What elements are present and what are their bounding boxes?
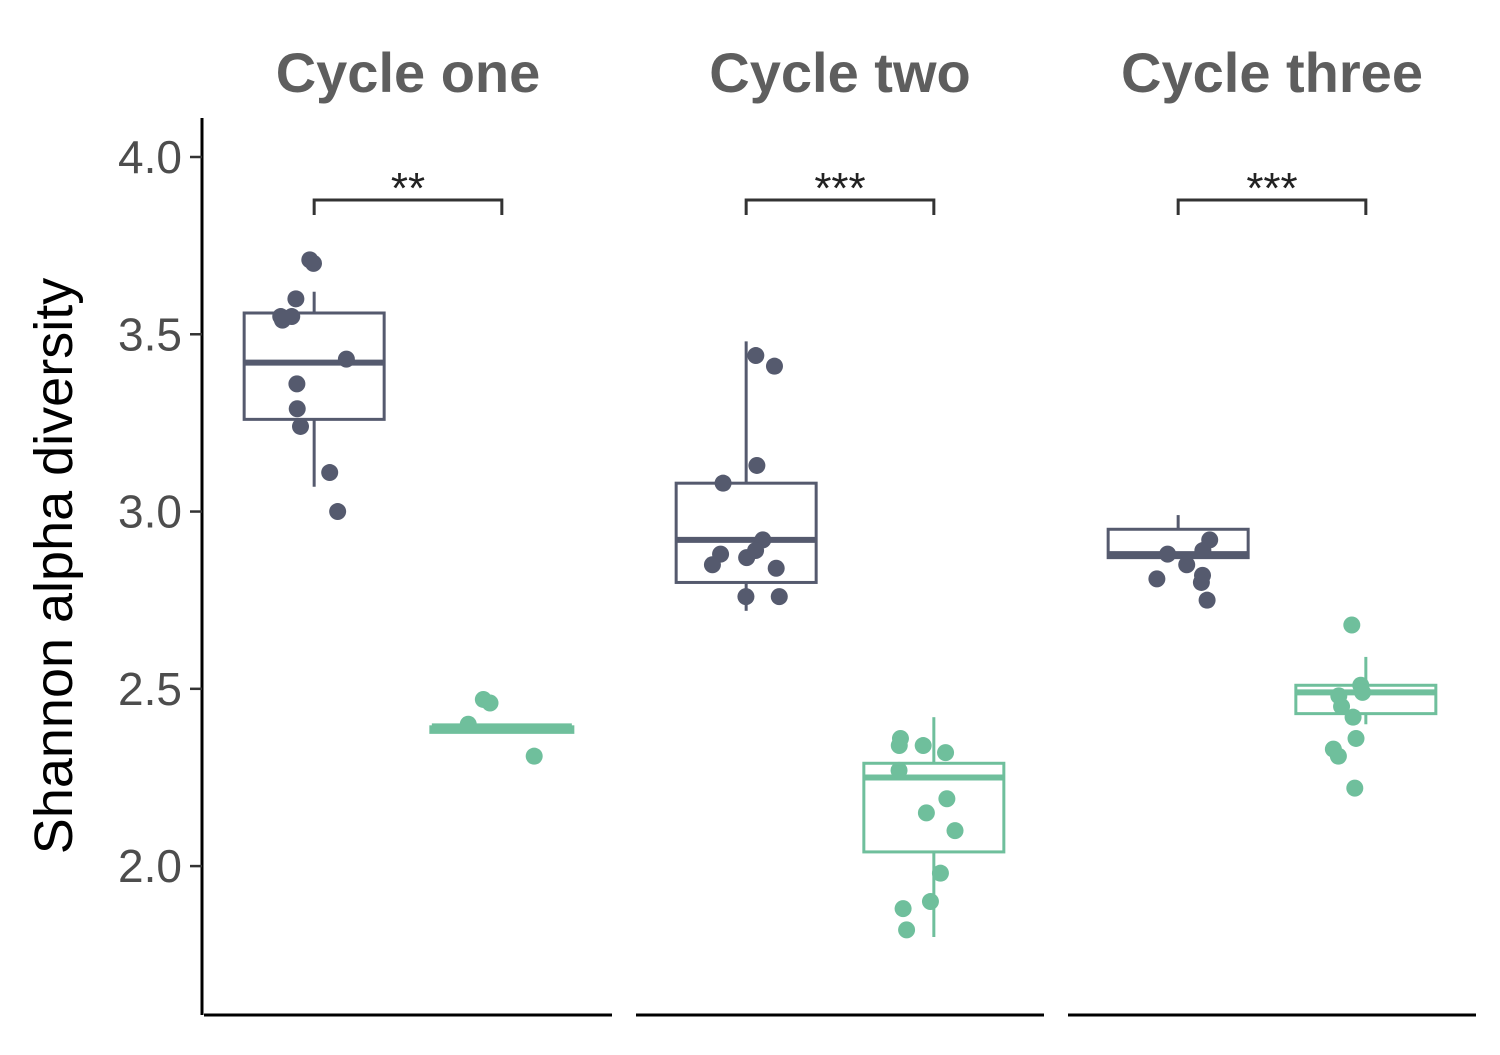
panel-title: Cycle three [1121,41,1423,104]
significance-label: ** [391,164,425,213]
significance-bracket [744,198,936,215]
data-point [337,350,355,368]
data-point [703,556,721,574]
data-point [898,921,916,939]
y-tick-label: 3.5 [118,308,182,360]
data-point [292,417,310,435]
significance-label: *** [1246,164,1297,213]
data-point [765,357,783,375]
data-point [1354,683,1372,701]
data-point [287,290,305,308]
data-point [1194,542,1212,560]
y-tick-label: 2.0 [118,840,182,892]
data-point [1329,747,1347,765]
data-point [1344,708,1362,726]
data-point [329,503,347,521]
data-point [321,464,339,482]
data-point [1343,616,1361,634]
axes-layer: 2.0 2.5 3.0 3.5 4.0 [118,118,1476,1017]
data-point [1198,591,1216,609]
y-tick-label: 3.0 [118,486,182,538]
data-point [1159,545,1177,563]
significance-bracket [1176,198,1368,215]
data-point [714,474,732,492]
box-body [674,481,818,584]
data-point [459,715,477,733]
data-point [917,804,935,822]
data-point [938,790,956,808]
data-point [1178,556,1196,574]
data-point [737,588,755,606]
panels-layer [242,198,1438,937]
data-point [1346,779,1364,797]
data-point [767,559,785,577]
data-point [921,893,939,911]
data-point [894,900,912,918]
data-point [288,400,306,418]
data-point [288,375,306,393]
data-point [525,747,543,765]
data-point [1333,698,1351,716]
y-tick-label: 4.0 [118,131,182,183]
data-point [890,761,908,779]
data-point [738,549,756,567]
data-point [481,694,499,712]
box-body [242,311,386,421]
data-point [273,311,291,329]
y-tick-label: 2.5 [118,663,182,715]
data-point [937,744,955,762]
text-layer: Shannon alpha diversity Cycle one ** Cycle… [24,41,1423,854]
data-point [304,254,322,272]
data-point [946,822,964,840]
panel-title: Cycle two [709,41,970,104]
data-point [931,864,949,882]
significance-bracket [312,198,504,215]
data-point [1148,570,1166,588]
data-point [914,737,932,755]
data-point [1192,573,1210,591]
data-point [770,588,788,606]
significance-label: *** [814,164,865,213]
data-point [890,737,908,755]
points-layer [272,251,1372,939]
data-point [747,347,765,365]
data-point [1347,729,1365,747]
data-point [748,456,766,474]
panel-title: Cycle one [276,41,541,104]
y-axis-title: Shannon alpha diversity [24,278,84,854]
